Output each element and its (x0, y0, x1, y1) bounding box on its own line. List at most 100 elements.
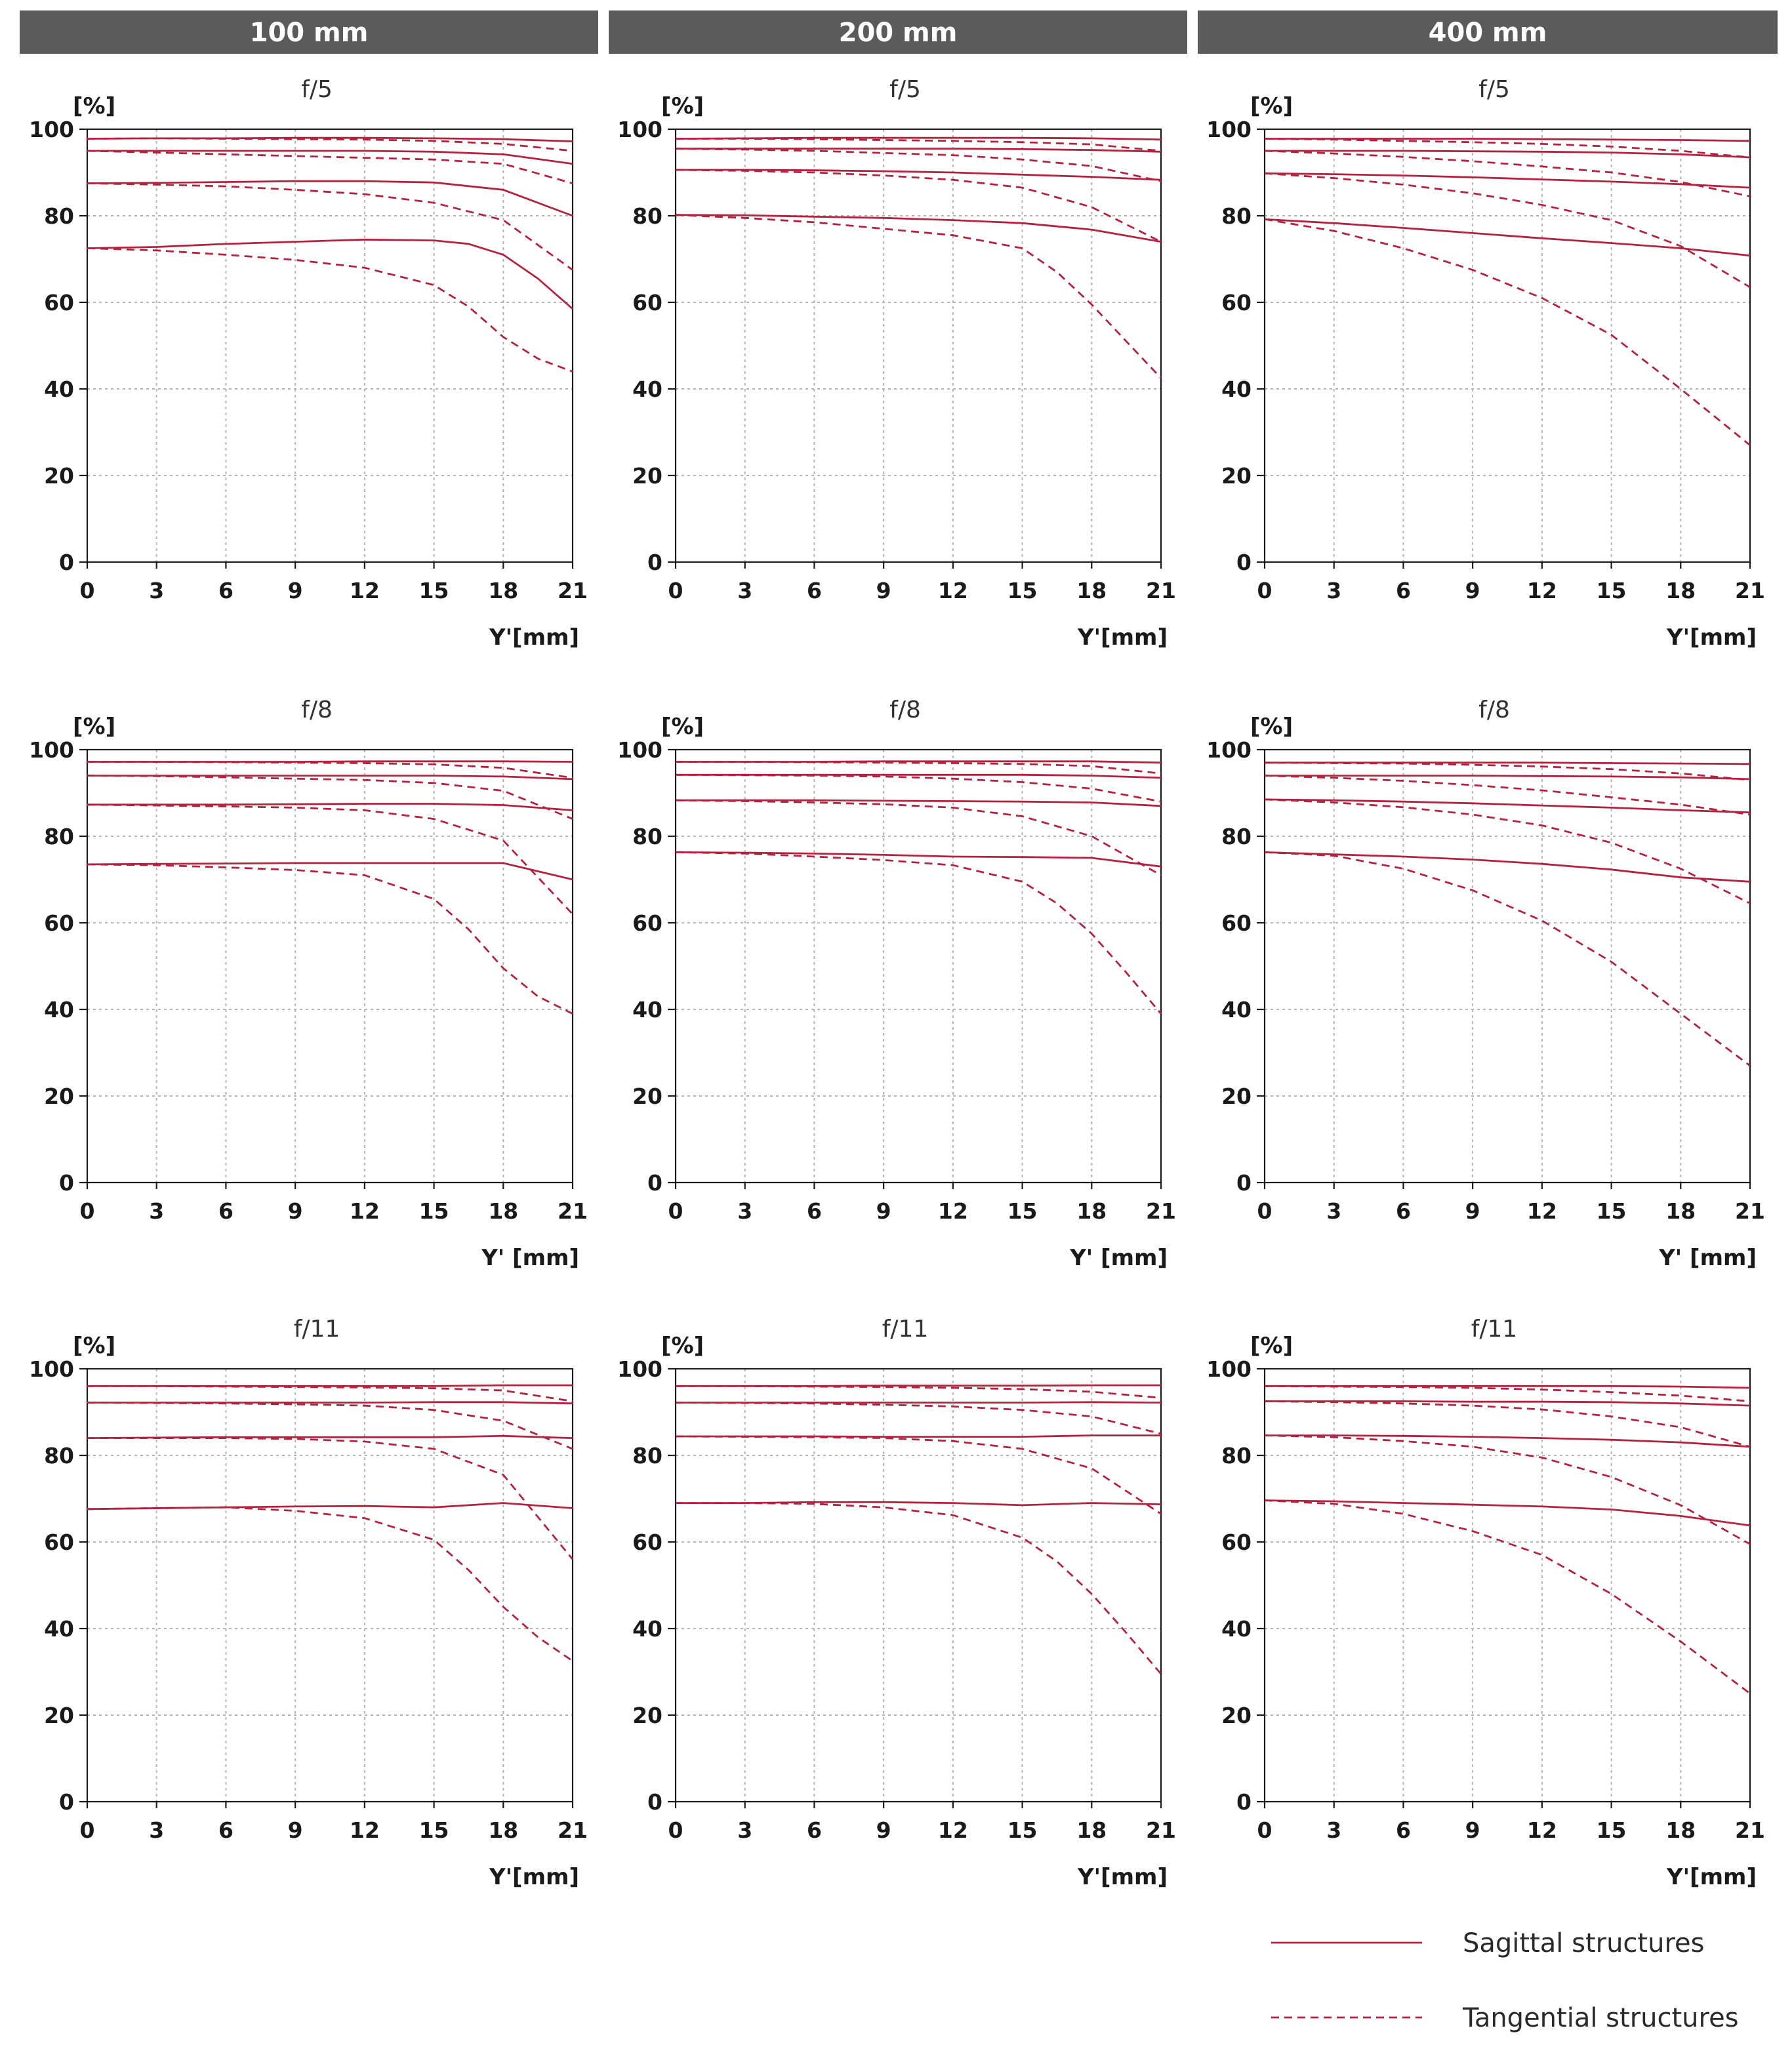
mtf-panel: 0 20 40 60 80 100 0 3 6 9 12 15 18 21 [%] Y'[mm] f/5 (29, 76, 588, 651)
x-tick-label: 0 (1257, 1198, 1273, 1224)
y-tick-label: 100 (29, 1356, 74, 1382)
x-tick-label: 15 (419, 1198, 449, 1224)
x-tick-label: 21 (558, 1817, 588, 1843)
x-tick-label: 18 (488, 578, 518, 603)
x-axis-label: Y' [mm] (1069, 1245, 1168, 1271)
tangential-curve (1264, 1434, 1751, 1545)
tangential-curve (87, 137, 573, 152)
tangential-curve (675, 1435, 1162, 1515)
y-tick-label: 100 (1206, 737, 1252, 763)
x-tick-label: 3 (149, 1198, 164, 1224)
x-tick-label: 0 (80, 578, 95, 603)
x-tick-label: 9 (288, 1198, 303, 1224)
x-tick-label: 18 (488, 1817, 518, 1843)
column-header: 100 mm (20, 10, 598, 54)
plot-frame (1263, 748, 1751, 1184)
tangential-curve (87, 863, 573, 1015)
tangential-curve (676, 761, 1162, 775)
sagittal-curve (1265, 138, 1751, 142)
y-axis-label: [%] (73, 1333, 115, 1359)
y-tick-label: 60 (44, 290, 74, 315)
x-tick-label: 6 (807, 1817, 822, 1843)
legend-tangential-label: Tangential structures (1462, 2003, 1739, 2033)
tangential-curve (87, 1437, 574, 1560)
x-tick-label: 6 (218, 578, 234, 603)
x-tick-label: 15 (1597, 578, 1627, 603)
x-tick-label: 6 (218, 1817, 234, 1843)
x-tick-label: 18 (488, 1198, 518, 1224)
y-tick-label: 80 (44, 203, 74, 229)
x-tick-label: 18 (1076, 1817, 1107, 1843)
x-tick-label: 0 (80, 1817, 95, 1843)
x-tick-label: 18 (1665, 1817, 1696, 1843)
x-tick-label: 12 (1527, 578, 1557, 603)
tangential-curve (675, 1402, 1162, 1435)
x-tick-label: 9 (1465, 1817, 1480, 1843)
x-tick-label: 3 (737, 1817, 752, 1843)
sagittal-curve (87, 862, 573, 881)
plot-frame (86, 128, 574, 563)
column-header-label: 200 mm (839, 18, 958, 48)
y-tick-label: 100 (617, 737, 662, 763)
x-tick-label: 0 (1257, 578, 1273, 603)
y-tick-label: 60 (44, 910, 74, 936)
grid (1265, 129, 1750, 562)
x-axis-label: Y'[mm] (489, 624, 579, 651)
sagittal-curve (87, 180, 573, 217)
y-axis-label: [%] (73, 93, 115, 119)
aperture-title: f/5 (889, 76, 921, 103)
tangential-curve (87, 1385, 573, 1402)
x-tick-label: 15 (1008, 578, 1038, 603)
tangential-curve (1264, 218, 1751, 446)
tangential-curve (87, 150, 573, 184)
sagittal-curve (1264, 218, 1751, 257)
y-axis-label: [%] (1250, 714, 1293, 740)
tangential-curve (1264, 798, 1751, 904)
column-header-label: 400 mm (1429, 18, 1547, 48)
y-tick-label: 80 (632, 824, 662, 849)
y-axis-label: [%] (1250, 93, 1293, 119)
y-tick-label: 0 (647, 1789, 662, 1815)
y-tick-label: 40 (44, 997, 74, 1023)
y-tick-label: 40 (632, 1616, 662, 1642)
column-header-bar (1198, 10, 1778, 54)
y-tick-label: 60 (632, 910, 662, 936)
legend-sagittal-label: Sagittal structures (1463, 1928, 1704, 1958)
x-tick-label: 6 (1396, 1198, 1411, 1224)
tangential-curve (87, 775, 573, 820)
x-tick-label: 0 (668, 1817, 683, 1843)
x-tick-label: 15 (1597, 1817, 1627, 1843)
tangential-curve (1264, 761, 1751, 781)
mtf-panel: 0 20 40 60 80 100 0 3 6 9 12 15 18 21 [%] Y'[mm] f/11 (29, 1316, 588, 1890)
tangential-curve (87, 803, 574, 915)
aperture-title: f/5 (1478, 76, 1510, 103)
y-tick-label: 20 (632, 1084, 662, 1109)
x-axis-label: Y'[mm] (1666, 624, 1757, 651)
column-header-bar (609, 10, 1187, 54)
y-tick-label: 100 (1206, 1356, 1252, 1382)
x-axis-label: Y'[mm] (1077, 1864, 1168, 1890)
mtf-panel: 0 20 40 60 80 100 0 3 6 9 12 15 18 21 [%] Y' [mm] f/8 (29, 697, 588, 1271)
y-tick-label: 0 (1236, 1789, 1252, 1815)
aperture-title: f/8 (1478, 697, 1510, 723)
y-tick-label: 20 (1221, 1703, 1252, 1728)
sagittal-curve (1264, 172, 1751, 189)
y-tick-label: 60 (1221, 290, 1252, 315)
x-tick-label: 21 (558, 578, 588, 603)
y-tick-label: 100 (29, 737, 74, 763)
sagittal-curve (87, 150, 573, 165)
x-tick-label: 6 (807, 578, 822, 603)
x-tick-label: 3 (1326, 1817, 1341, 1843)
y-tick-label: 80 (1221, 824, 1252, 849)
x-tick-label: 12 (350, 578, 380, 603)
x-tick-label: 21 (1146, 1817, 1176, 1843)
y-tick-label: 0 (647, 550, 662, 575)
x-tick-label: 15 (419, 578, 449, 603)
x-tick-label: 21 (1735, 1198, 1765, 1224)
legend: Sagittal structures Tangential structure… (1271, 1928, 1739, 2033)
plot-frame (674, 1367, 1162, 1803)
x-tick-label: 12 (938, 578, 968, 603)
tangential-curve (1264, 138, 1751, 159)
sagittal-curve (1264, 1499, 1751, 1527)
x-tick-label: 21 (558, 1198, 588, 1224)
